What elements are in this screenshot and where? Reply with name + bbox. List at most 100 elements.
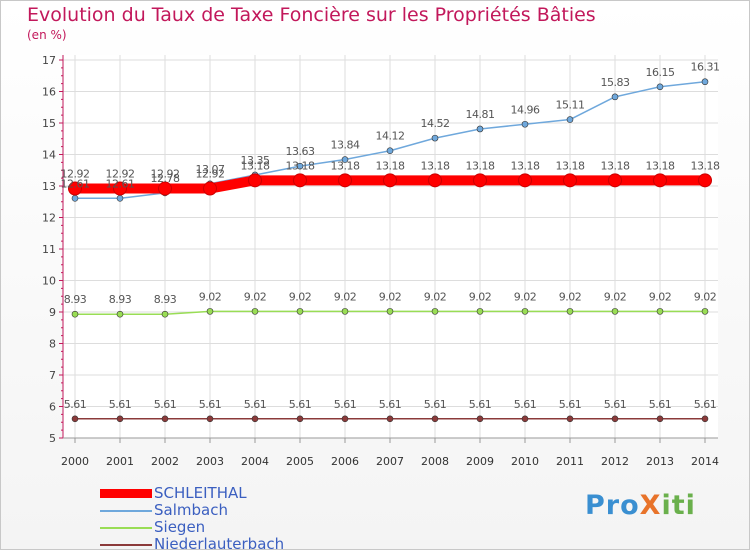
- data-point: [386, 308, 394, 315]
- data-label: 14.12: [376, 130, 405, 143]
- data-point: [431, 308, 439, 315]
- data-label: 9.02: [604, 290, 627, 303]
- data-point: [116, 415, 124, 423]
- data-label: 14.81: [466, 108, 495, 121]
- y-tick-label: 6: [49, 401, 56, 414]
- data-point: [476, 308, 484, 315]
- data-point: [653, 173, 667, 188]
- data-label: 15.11: [556, 99, 585, 112]
- data-point: [206, 415, 214, 423]
- data-label: 5.61: [154, 398, 177, 411]
- data-label: 5.61: [514, 398, 537, 411]
- data-point: [251, 415, 259, 423]
- data-point: [566, 308, 574, 315]
- data-label: 13.18: [421, 159, 450, 172]
- data-point: [113, 181, 127, 196]
- data-point: [476, 125, 484, 133]
- data-label: 9.02: [289, 290, 312, 303]
- data-point: [248, 173, 262, 188]
- data-label: 9.02: [514, 290, 537, 303]
- data-point: [518, 173, 532, 188]
- x-tick-label: 2007: [376, 455, 404, 468]
- data-label: 13.18: [556, 159, 585, 172]
- legend-label: SCHLEITHAL: [154, 484, 247, 502]
- data-point: [341, 415, 349, 423]
- data-point: [656, 83, 664, 91]
- x-tick-label: 2005: [286, 455, 314, 468]
- x-tick-label: 2003: [196, 455, 224, 468]
- data-label: 5.61: [64, 398, 87, 411]
- data-point: [71, 310, 79, 318]
- data-label: 13.07: [196, 163, 225, 176]
- data-label: 12.78: [151, 172, 180, 185]
- y-tick-label: 10: [42, 275, 56, 288]
- data-label: 12.92: [106, 168, 135, 181]
- data-point: [386, 147, 394, 155]
- x-tick-label: 2006: [331, 455, 359, 468]
- data-point: [611, 415, 619, 423]
- logo-part: Pro: [585, 490, 640, 521]
- data-label: 9.02: [469, 290, 492, 303]
- data-point: [611, 308, 619, 315]
- data-point: [296, 162, 304, 170]
- y-tick-label: 15: [42, 117, 56, 130]
- data-point: [206, 308, 214, 315]
- data-label: 14.96: [511, 103, 540, 116]
- data-label: 5.61: [649, 398, 672, 411]
- legend-label: Salmbach: [154, 501, 228, 519]
- data-point: [251, 308, 259, 315]
- data-label: 13.18: [331, 159, 360, 172]
- x-tick-label: 2001: [106, 455, 134, 468]
- data-label: 13.18: [286, 159, 315, 172]
- x-tick-label: 2014: [691, 455, 719, 468]
- data-point: [611, 93, 619, 101]
- chart-subtitle: (en %): [27, 28, 67, 42]
- data-point: [428, 173, 442, 188]
- data-label: 5.61: [109, 398, 132, 411]
- data-label: 9.02: [379, 290, 402, 303]
- y-tick-label: 5: [49, 432, 56, 445]
- data-label: 13.18: [376, 159, 405, 172]
- legend-swatch: [100, 526, 152, 529]
- data-label: 12.61: [106, 177, 135, 190]
- data-label: 5.61: [289, 398, 312, 411]
- data-point: [431, 415, 439, 423]
- data-label: 5.61: [559, 398, 582, 411]
- data-point: [521, 120, 529, 128]
- data-point: [68, 181, 82, 196]
- data-point: [476, 415, 484, 423]
- data-label: 8.93: [154, 293, 177, 306]
- data-point: [566, 415, 574, 423]
- data-label: 9.02: [244, 290, 267, 303]
- y-tick-label: 13: [42, 180, 56, 193]
- data-point: [203, 181, 217, 196]
- data-point: [71, 194, 79, 202]
- data-label: 9.02: [199, 290, 222, 303]
- data-point: [341, 308, 349, 315]
- data-label: 9.02: [649, 290, 672, 303]
- legend-swatch: [100, 543, 152, 546]
- y-tick-label: 12: [42, 212, 56, 225]
- data-point: [293, 173, 307, 188]
- legend-item-niederlauterbach: Niederlauterbach: [100, 536, 284, 553]
- x-tick-label: 2002: [151, 455, 179, 468]
- data-point: [158, 181, 172, 196]
- x-tick-label: 2000: [61, 455, 89, 468]
- data-point: [296, 308, 304, 315]
- data-label: 12.61: [61, 177, 90, 190]
- data-point: [116, 194, 124, 202]
- data-label: 16.31: [691, 61, 720, 74]
- data-point: [608, 173, 622, 188]
- data-point: [296, 415, 304, 423]
- data-label: 12.92: [196, 168, 225, 181]
- legend-swatch: [100, 509, 152, 512]
- data-point: [698, 173, 712, 188]
- data-label: 9.02: [559, 290, 582, 303]
- x-tick-label: 2012: [601, 455, 629, 468]
- data-point: [701, 415, 709, 423]
- data-label: 5.61: [604, 398, 627, 411]
- data-label: 9.02: [694, 290, 717, 303]
- data-label: 15.83: [601, 76, 630, 89]
- x-tick-label: 2010: [511, 455, 539, 468]
- y-tick-label: 8: [49, 338, 56, 351]
